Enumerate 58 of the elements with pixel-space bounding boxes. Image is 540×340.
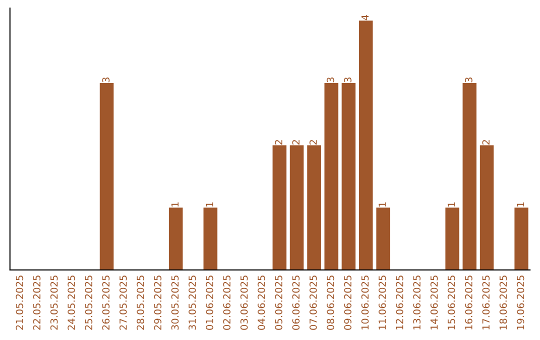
bar bbox=[168, 208, 183, 270]
x-tick-label: 10.06.2025 bbox=[361, 276, 369, 330]
bar bbox=[272, 145, 286, 270]
data-label: 1 bbox=[206, 202, 214, 207]
x-tick-label: 17.06.2025 bbox=[482, 276, 490, 330]
x-tick-label: 23.05.2025 bbox=[50, 276, 58, 330]
x-tick-label: 31.05.2025 bbox=[188, 276, 196, 330]
x-tick-label: 28.05.2025 bbox=[136, 276, 144, 330]
x-tick-label: 09.06.2025 bbox=[344, 276, 352, 330]
data-label: 3 bbox=[326, 78, 334, 82]
data-label: 2 bbox=[310, 140, 317, 145]
bar bbox=[290, 145, 304, 270]
bar bbox=[358, 20, 373, 270]
data-label: 1 bbox=[171, 202, 179, 207]
x-tick-label: 05.06.2025 bbox=[274, 276, 282, 330]
bar bbox=[514, 208, 528, 270]
x-tick-label: 12.06.2025 bbox=[396, 276, 404, 330]
data-label: 3 bbox=[102, 78, 110, 82]
bar bbox=[376, 208, 390, 270]
x-tick-label: 03.06.2025 bbox=[240, 276, 248, 330]
x-tick-label: 15.06.2025 bbox=[448, 276, 456, 330]
x-tick-label: 18.06.2025 bbox=[500, 276, 507, 330]
x-tick-label: 04.06.2025 bbox=[258, 276, 266, 330]
x-tick-label: 07.06.2025 bbox=[310, 276, 317, 330]
data-label: 4 bbox=[361, 14, 369, 20]
x-tick-label: 02.06.2025 bbox=[223, 276, 230, 330]
bar bbox=[342, 82, 356, 270]
data-label: 3 bbox=[465, 78, 472, 82]
x-tick-label: 16.06.2025 bbox=[465, 276, 472, 330]
bar bbox=[307, 145, 321, 270]
data-label: 1 bbox=[516, 202, 524, 207]
x-tick-label: 11.06.2025 bbox=[378, 276, 386, 330]
data-label: 2 bbox=[274, 140, 282, 145]
x-tick-label: 24.05.2025 bbox=[68, 276, 76, 330]
bar bbox=[480, 145, 494, 270]
bar bbox=[445, 208, 460, 270]
x-tick-label: 21.05.2025 bbox=[16, 276, 24, 330]
x-tick-label: 26.05.2025 bbox=[102, 276, 110, 330]
x-tick-label: 19.06.2025 bbox=[516, 276, 524, 330]
bar bbox=[462, 82, 476, 270]
bar bbox=[324, 82, 338, 270]
x-tick-label: 08.06.2025 bbox=[326, 276, 334, 330]
x-tick-label: 13.06.2025 bbox=[413, 276, 421, 330]
data-label: 1 bbox=[448, 202, 455, 207]
x-tick-label: 06.06.2025 bbox=[292, 276, 300, 330]
x-tick-label: 22.05.2025 bbox=[33, 276, 40, 330]
data-label: 2 bbox=[482, 140, 490, 145]
x-tick-label: 29.05.2025 bbox=[154, 276, 162, 330]
data-label: 1 bbox=[378, 202, 386, 207]
x-tick-label: 01.06.2025 bbox=[206, 276, 214, 330]
x-tick-label: 27.05.2025 bbox=[119, 276, 127, 330]
x-tick-label: 14.06.2025 bbox=[430, 276, 438, 330]
x-tick-label: 30.05.2025 bbox=[171, 276, 179, 330]
data-label: 3 bbox=[344, 78, 352, 82]
data-label: 2 bbox=[292, 140, 300, 145]
bar bbox=[100, 82, 114, 270]
bar bbox=[203, 208, 218, 270]
x-tick-label: 25.05.2025 bbox=[84, 276, 92, 330]
